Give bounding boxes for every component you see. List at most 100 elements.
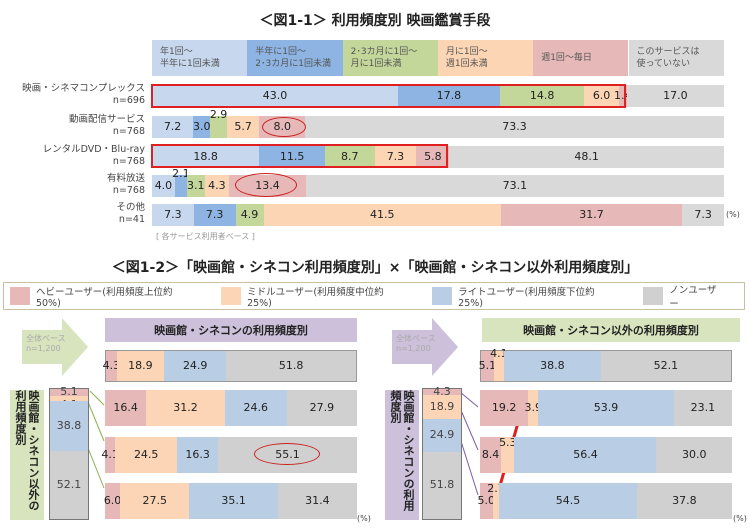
data-label: 16.4	[113, 401, 138, 414]
data-label: 5.8	[424, 150, 442, 163]
figure2-title: ＜図1-2＞「映画館・シネコン利用頻度別」×「映画館・シネコン以外利用頻度別」	[111, 260, 639, 276]
left-vertical-label: 映画館・シネコン以外の利用頻度別	[10, 390, 44, 520]
data-label: 48.1	[574, 150, 599, 163]
bar-segment: 4.3	[103, 351, 120, 381]
data-label: 16.3	[185, 448, 210, 461]
data-label: 38.8	[56, 419, 82, 433]
column-segment: 52.1	[50, 451, 88, 519]
bar-segment: 7.2	[152, 116, 194, 138]
data-label: 19.2	[491, 401, 517, 414]
data-label: 7.3	[694, 208, 712, 221]
data-label: 17.8	[436, 89, 462, 102]
header-legend-cell: 半年に1回～ 2･3カ月に1回未満	[247, 40, 343, 76]
highlight-box-cinema	[151, 84, 626, 108]
bar-segment: 17.0	[626, 85, 724, 107]
data-label: 17.0	[663, 89, 688, 102]
bar-segment: 6.0	[103, 483, 122, 519]
left-connector-arrows	[85, 390, 105, 489]
category-label: 動画配信サービス n=768	[68, 114, 145, 137]
bar-segment: 16.4	[105, 390, 147, 426]
data-label: 41.5	[369, 208, 395, 221]
stacked-bar-row: 7.3 7.3 4.9 41.5 31.7 7.3	[152, 204, 724, 226]
bar-segment: 37.8	[636, 483, 732, 519]
category-label: 映画・シネマコンプレックス n=696	[22, 83, 145, 106]
data-label: 73.3	[502, 120, 527, 133]
bar-segment: 24.9	[164, 351, 227, 381]
column-segment: 24.9	[423, 419, 461, 452]
data-label: 31.4	[305, 494, 330, 507]
bar-segment: 7.3	[682, 204, 724, 226]
data-label: 7.3	[386, 150, 405, 163]
bar-segment: 48.1	[449, 146, 724, 168]
bar-segment: 24.5	[115, 437, 178, 473]
data-label: 2.1	[172, 167, 190, 180]
column-segment: 4.3	[423, 385, 461, 397]
data-label: 43.0	[262, 89, 288, 102]
bar-segment: 31.4	[277, 483, 357, 519]
bar-segment: 4.1	[490, 348, 508, 381]
bar-segment: 3.0	[193, 116, 210, 138]
data-label: 6.0	[103, 494, 122, 507]
data-label: 4.1	[101, 448, 119, 461]
data-label: 7.3	[205, 208, 224, 221]
bar-segment: 23.1	[673, 390, 732, 426]
right-vertical-label: 映画館・シネコンの利用頻度別	[385, 390, 419, 520]
column-segment: 51.8	[423, 451, 461, 519]
bar-segment: 54.5	[499, 483, 637, 519]
data-label: 37.8	[672, 494, 697, 507]
header-legend-cell: このサービスは 使っていない	[628, 40, 724, 76]
column-segment: 18.9	[423, 394, 461, 420]
header-legend-cell: 月に1回～ 週1回未満	[437, 40, 534, 76]
bar-segment: 5.7	[226, 116, 260, 138]
data-label: 3.0	[192, 120, 211, 133]
data-label: 18.9	[429, 399, 455, 413]
figure1-title: ＜図1-1＞ 利用頻度別 映画鑑賞手段	[259, 13, 491, 29]
bar-segment: 11.5	[259, 146, 325, 168]
stacked-bar-row: 7.2 3.0 2.9 5.7 8.0 73.3	[152, 109, 724, 138]
stacked-bar-row: 16.4 31.2 24.6 27.9	[105, 390, 357, 426]
bar-segment: 53.9	[538, 390, 674, 426]
legend-heavy: ヘビーユーザー(利用頻度上位約50%)	[10, 284, 197, 309]
data-label: 4.1	[490, 347, 508, 360]
bar-segment: 2.7	[487, 483, 505, 519]
legend-label: ヘビーユーザー(利用頻度上位約50%)	[35, 286, 173, 309]
data-label: 52.1	[653, 359, 679, 372]
bar-segment: 27.5	[120, 483, 190, 519]
column-segment: 38.8	[50, 400, 88, 452]
highlight-ellipse	[254, 443, 320, 465]
legend-middle: ミドルユーザー(利用頻度中位約25%)	[221, 284, 408, 309]
data-label: 51.8	[429, 478, 455, 492]
bar-segment: 5.3	[499, 437, 517, 473]
stacked-bar-row: 43.0 17.8 14.8 6.0 1.4 17.0	[152, 85, 724, 107]
data-label: 38.8	[540, 359, 565, 372]
data-label: 5.1	[60, 385, 78, 399]
data-label: 7.2	[163, 120, 182, 133]
bar-segment: 52.1	[600, 351, 731, 381]
bar-segment: 7.3	[152, 204, 194, 226]
bar-segment: 5.0	[478, 483, 495, 519]
data-label: 4.3	[208, 179, 226, 192]
bar-segment: 73.1	[305, 175, 724, 197]
stacked-bar-row: 19.2 3.9 53.9 23.1	[480, 390, 732, 426]
bar-segment: 8.7	[324, 146, 375, 168]
data-label: 4.9	[240, 208, 259, 221]
header-legend-cell: 年1回～ 半年に1回未満	[152, 40, 248, 76]
left-base-label: 全体ベース n=1,200	[26, 334, 66, 353]
left-base-arrow	[22, 318, 88, 376]
data-label: 73.1	[502, 179, 528, 192]
data-label: 2.9	[209, 108, 228, 121]
bar-segment: 3.1	[186, 175, 205, 197]
data-label: 27.9	[309, 401, 335, 414]
legend-light: ライトユーザー(利用頻度下位約25%)	[432, 284, 619, 309]
legend-label: ライトユーザー(利用頻度下位約25%)	[458, 286, 595, 309]
category-label: 有料放送 n=768	[106, 173, 145, 196]
header-legend-cell: 2･3カ月に1回～ 月に1回未満	[342, 40, 438, 76]
data-label: 54.5	[555, 494, 581, 507]
highlight-ellipse	[235, 173, 297, 197]
legend-label: ミドルユーザー(利用頻度中位約25%)	[247, 286, 384, 309]
data-label: 5.1	[478, 359, 497, 372]
left-segment-column: 5.14.138.852.1	[49, 385, 89, 520]
data-label: 11.5	[279, 150, 305, 163]
data-label: 35.1	[221, 494, 246, 507]
figure1-base-note: [ 各サービス利用者ベース ]	[156, 232, 255, 241]
